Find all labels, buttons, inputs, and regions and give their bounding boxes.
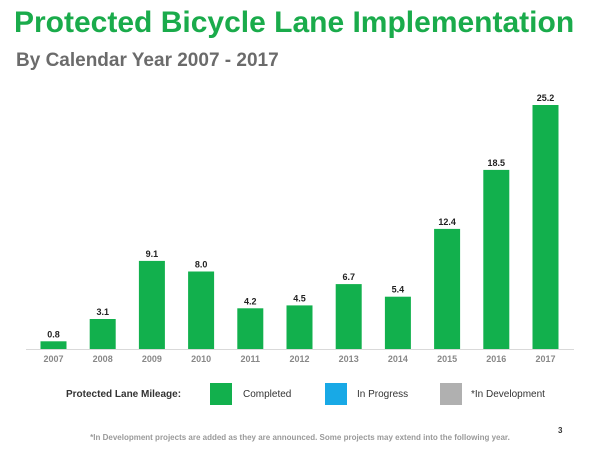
legend-label-completed: Completed xyxy=(243,389,292,400)
legend-label-in-development: *In Development xyxy=(471,389,545,400)
bar-2015 xyxy=(434,228,461,349)
x-tick-2013: 2013 xyxy=(339,354,359,364)
bar-2009 xyxy=(138,260,165,349)
chart-subtitle: By Calendar Year 2007 - 2017 xyxy=(16,50,279,71)
data-label-2017: 25.2 xyxy=(537,93,555,103)
data-label-2011: 4.2 xyxy=(244,296,257,306)
x-tick-2008: 2008 xyxy=(93,354,113,364)
legend-swatch-completed xyxy=(210,383,232,405)
data-label-2013: 6.7 xyxy=(342,272,355,282)
bar-2007 xyxy=(40,341,67,349)
data-label-2015: 12.4 xyxy=(438,217,456,227)
x-tick-2011: 2011 xyxy=(241,354,261,364)
legend: Protected Lane Mileage: Completed In Pro… xyxy=(0,383,600,407)
data-label-2014: 5.4 xyxy=(392,285,405,295)
x-tick-2016: 2016 xyxy=(486,354,506,364)
data-label-2007: 0.8 xyxy=(47,329,60,339)
bar-2016 xyxy=(483,169,510,349)
page-number: 3 xyxy=(558,426,563,435)
bar-chart: 0.8 2007 3.1 2008 9.1 2009 8.0 2010 4.2 2011 4.5 20… xyxy=(26,93,574,364)
bar-2014 xyxy=(384,296,411,349)
legend-swatch-in-development xyxy=(440,383,462,405)
bar-2010 xyxy=(188,271,215,349)
bar-2008 xyxy=(89,319,116,349)
bar-2013 xyxy=(335,284,362,349)
bar-2011 xyxy=(237,308,264,349)
data-label-2016: 18.5 xyxy=(488,158,506,168)
x-tick-2012: 2012 xyxy=(289,354,309,364)
legend-swatch-in-progress xyxy=(325,383,347,405)
x-tick-2007: 2007 xyxy=(43,354,63,364)
legend-label-in-progress: In Progress xyxy=(357,389,409,400)
x-tick-2017: 2017 xyxy=(535,354,555,364)
legend-lead: Protected Lane Mileage: xyxy=(66,389,182,400)
x-tick-2009: 2009 xyxy=(142,354,162,364)
chart-title: Protected Bicycle Lane Implementation xyxy=(14,6,575,39)
x-tick-2010: 2010 xyxy=(191,354,211,364)
data-label-2008: 3.1 xyxy=(96,307,109,317)
data-label-2010: 8.0 xyxy=(195,260,208,270)
bar-2012 xyxy=(286,305,313,349)
x-tick-2015: 2015 xyxy=(437,354,457,364)
data-label-2009: 9.1 xyxy=(146,249,159,259)
x-tick-2014: 2014 xyxy=(388,354,408,364)
bar-2017 xyxy=(532,105,559,349)
footnote: *In Development projects are added as th… xyxy=(90,433,510,442)
data-label-2012: 4.5 xyxy=(293,293,306,303)
